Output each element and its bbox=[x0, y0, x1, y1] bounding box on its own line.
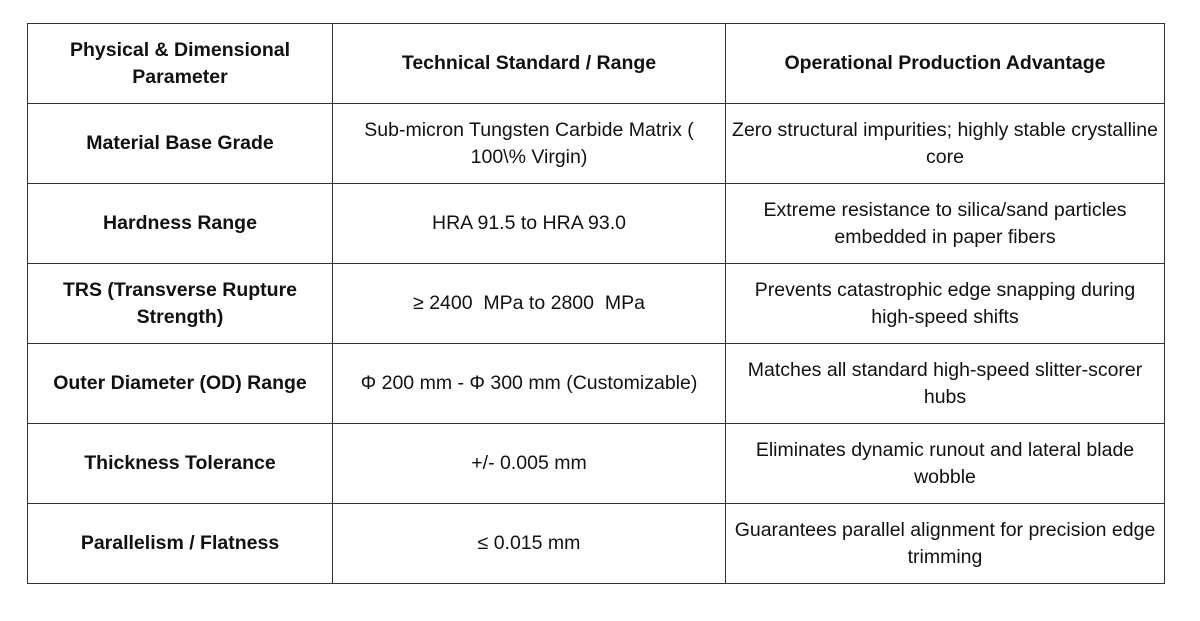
table-cell: +/- 0.005 mm bbox=[332, 423, 726, 504]
table-cell: Zero structural impurities; highly stabl… bbox=[725, 103, 1165, 184]
parameter-cell: Parallelism / Flatness bbox=[27, 503, 333, 584]
table-cell: ≤ 0.015 mm bbox=[332, 503, 726, 584]
table-row: Material Base Grade Sub-micron Tungsten C… bbox=[27, 103, 1165, 184]
table-cell: Prevents catastrophic edge snapping duri… bbox=[725, 263, 1165, 344]
table-cell: Extreme resistance to silica/sand partic… bbox=[725, 183, 1165, 264]
parameter-cell: Thickness Tolerance bbox=[27, 423, 333, 504]
table-row: Parallelism / Flatness ≤ 0.015 mm Guarante… bbox=[27, 503, 1165, 584]
spec-table: Physical & Dimensional Parameter Technica… bbox=[27, 23, 1165, 584]
parameter-cell: Outer Diameter (OD) Range bbox=[27, 343, 333, 424]
parameter-cell: TRS (Transverse Rupture Strength) bbox=[27, 263, 333, 344]
table-row: TRS (Transverse Rupture Strength) ≥ 2400 … bbox=[27, 263, 1165, 344]
table-row: Hardness Range HRA 91.5 to HRA 93.0 Extrem… bbox=[27, 183, 1165, 264]
header-cell: Physical & Dimensional Parameter bbox=[27, 23, 333, 104]
table-cell: HRA 91.5 to HRA 93.0 bbox=[332, 183, 726, 264]
table-row: Thickness Tolerance +/- 0.005 mm Eliminate… bbox=[27, 423, 1165, 504]
table-cell: Sub-micron Tungsten Carbide Matrix ( 100… bbox=[332, 103, 726, 184]
header-cell: Operational Production Advantage bbox=[725, 23, 1165, 104]
table-cell: Eliminates dynamic runout and lateral bl… bbox=[725, 423, 1165, 504]
table-cell: ≥ 2400 MPa to 2800 MPa bbox=[332, 263, 726, 344]
header-cell: Technical Standard / Range bbox=[332, 23, 726, 104]
table-cell: Φ 200 mm - Φ 300 mm (Customizable) bbox=[332, 343, 726, 424]
table-row: Outer Diameter (OD) Range Φ 200 mm - Φ 30… bbox=[27, 343, 1165, 424]
table-cell: Matches all standard high-speed slitter-… bbox=[725, 343, 1165, 424]
parameter-cell: Material Base Grade bbox=[27, 103, 333, 184]
parameter-cell: Hardness Range bbox=[27, 183, 333, 264]
header-row: Physical & Dimensional Parameter Technica… bbox=[27, 23, 1165, 104]
table-cell: Guarantees parallel alignment for precis… bbox=[725, 503, 1165, 584]
